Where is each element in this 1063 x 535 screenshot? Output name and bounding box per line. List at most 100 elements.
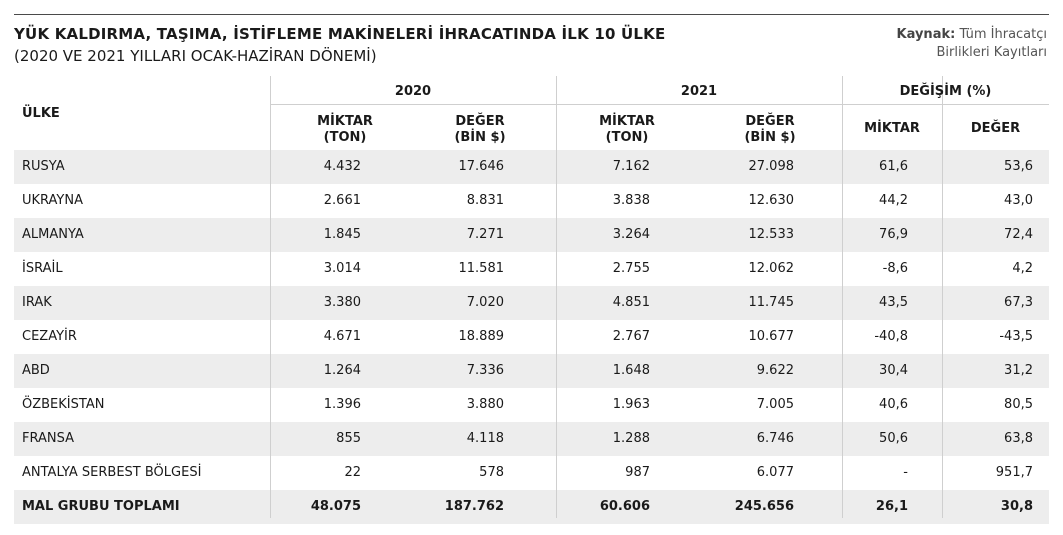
cell-change-deger: 63,8 xyxy=(1004,431,1033,446)
table-row: ÖZBEKİSTAN 1.396 3.880 1.963 7.005 40,6 80,5 xyxy=(14,388,1049,422)
table-row: ANTALYA SERBEST BÖLGESİ 22 578 987 6.077 - 951… xyxy=(14,456,1049,490)
header-miktar-2021: MİKTAR (TON) xyxy=(582,114,672,146)
source-text-line2: Birlikleri Kayıtları xyxy=(936,45,1047,60)
cell-country: ABD xyxy=(22,363,50,378)
cell-deger-2021: 12.533 xyxy=(748,227,795,242)
cell-country: ÖZBEKİSTAN xyxy=(22,397,105,412)
cell-deger-2021: 12.062 xyxy=(748,261,795,276)
cell-miktar-2020: 2.661 xyxy=(323,193,361,208)
cell-miktar-2021: 60.606 xyxy=(599,499,650,514)
header-miktar-unit: (TON) xyxy=(605,130,649,145)
cell-miktar-2020: 1.396 xyxy=(323,397,361,412)
cell-miktar-2021: 1.963 xyxy=(612,397,650,412)
cell-change-miktar: -8,6 xyxy=(882,261,908,276)
cell-deger-2021: 27.098 xyxy=(748,159,795,174)
table-row: FRANSA 855 4.118 1.288 6.746 50,6 63,8 xyxy=(14,422,1049,456)
cell-change-deger: 30,8 xyxy=(1000,499,1033,514)
page-title: YÜK KALDIRMA, TAŞIMA, İSTİFLEME MAKİNELE… xyxy=(14,25,666,43)
cell-country: İSRAİL xyxy=(22,261,63,276)
cell-deger-2020: 187.762 xyxy=(444,499,504,514)
column-separator xyxy=(842,76,843,518)
cell-deger-2020: 8.831 xyxy=(466,193,504,208)
cell-deger-2021: 10.677 xyxy=(748,329,795,344)
cell-miktar-2021: 7.162 xyxy=(612,159,650,174)
page-subtitle: (2020 VE 2021 YILLARI OCAK-HAZİRAN DÖNEM… xyxy=(14,47,377,65)
cell-miktar-2020: 4.432 xyxy=(323,159,361,174)
header-deger-label: DEĞER xyxy=(455,114,505,129)
cell-miktar-2021: 2.767 xyxy=(612,329,650,344)
cell-change-deger: 67,3 xyxy=(1004,295,1033,310)
cell-miktar-2021: 3.838 xyxy=(612,193,650,208)
cell-deger-2020: 18.889 xyxy=(458,329,505,344)
header-deger-2020: DEĞER (BİN $) xyxy=(430,114,530,146)
source-note: Kaynak: Tüm İhracatçı Birlikleri Kayıtla… xyxy=(897,26,1047,62)
cell-change-miktar: 76,9 xyxy=(879,227,908,242)
header-group-line xyxy=(270,104,1049,105)
cell-miktar-2020: 1.264 xyxy=(323,363,361,378)
cell-miktar-2021: 4.851 xyxy=(612,295,650,310)
cell-deger-2020: 7.336 xyxy=(466,363,504,378)
header-miktar-2020: MİKTAR (TON) xyxy=(300,114,390,146)
cell-miktar-2020: 855 xyxy=(336,431,361,446)
cell-country: CEZAYİR xyxy=(22,329,77,344)
cell-miktar-2020: 1.845 xyxy=(323,227,361,242)
cell-change-deger: 951,7 xyxy=(995,465,1033,480)
header-change-miktar: MİKTAR xyxy=(864,121,920,136)
header-deger-unit: (BİN $) xyxy=(744,130,796,145)
cell-change-miktar: 43,5 xyxy=(879,295,908,310)
header-deger-2021: DEĞER (BİN $) xyxy=(720,114,820,146)
column-separator xyxy=(556,76,557,518)
cell-deger-2021: 12.630 xyxy=(748,193,795,208)
cell-change-miktar: 50,6 xyxy=(879,431,908,446)
cell-change-deger: 80,5 xyxy=(1004,397,1033,412)
header-change-deger: DEĞER xyxy=(970,121,1021,136)
cell-deger-2021: 6.746 xyxy=(756,431,794,446)
cell-change-deger: 53,6 xyxy=(1004,159,1033,174)
source-label: Kaynak: xyxy=(896,27,956,42)
cell-country: FRANSA xyxy=(22,431,74,446)
cell-miktar-2021: 2.755 xyxy=(612,261,650,276)
cell-deger-2021: 11.745 xyxy=(748,295,795,310)
header-miktar-unit: (TON) xyxy=(323,130,367,145)
cell-miktar-2020: 22 xyxy=(344,465,361,480)
cell-deger-2020: 11.581 xyxy=(458,261,505,276)
cell-change-miktar: 40,6 xyxy=(879,397,908,412)
cell-country: RUSYA xyxy=(22,159,65,174)
cell-miktar-2021: 1.288 xyxy=(612,431,650,446)
cell-country: ALMANYA xyxy=(22,227,84,242)
column-separator xyxy=(270,76,271,518)
table-row: RUSYA 4.432 17.646 7.162 27.098 61,6 53,6 xyxy=(14,150,1049,184)
header-miktar-label: MİKTAR xyxy=(317,114,373,129)
cell-deger-2020: 7.271 xyxy=(466,227,504,242)
source-text-line1: Tüm İhracatçı xyxy=(959,27,1047,42)
header-deger-unit: (BİN $) xyxy=(454,130,506,145)
cell-change-deger: 4,2 xyxy=(1012,261,1033,276)
group-header-2020: 2020 xyxy=(394,84,432,99)
cell-miktar-2021: 3.264 xyxy=(612,227,650,242)
top-rule xyxy=(14,14,1049,15)
cell-deger-2021: 7.005 xyxy=(756,397,794,412)
cell-miktar-2020: 3.014 xyxy=(323,261,361,276)
cell-deger-2020: 4.118 xyxy=(466,431,504,446)
cell-country: MAL GRUBU TOPLAMI xyxy=(22,499,180,514)
column-separator xyxy=(942,76,943,518)
table-row: IRAK 3.380 7.020 4.851 11.745 43,5 67,3 xyxy=(14,286,1049,320)
cell-deger-2021: 6.077 xyxy=(756,465,794,480)
cell-change-deger: 31,2 xyxy=(1004,363,1033,378)
cell-change-deger: 43,0 xyxy=(1004,193,1033,208)
cell-deger-2021: 245.656 xyxy=(734,499,794,514)
cell-country: IRAK xyxy=(22,295,52,310)
cell-deger-2021: 9.622 xyxy=(756,363,794,378)
cell-change-miktar: 44,2 xyxy=(879,193,908,208)
table-row: UKRAYNA 2.661 8.831 3.838 12.630 44,2 43,0 xyxy=(14,184,1049,218)
table-row: ALMANYA 1.845 7.271 3.264 12.533 76,9 72,4 xyxy=(14,218,1049,252)
group-header-2021: 2021 xyxy=(680,84,718,99)
table-row: ABD 1.264 7.336 1.648 9.622 30,4 31,2 xyxy=(14,354,1049,388)
cell-miktar-2021: 1.648 xyxy=(612,363,650,378)
cell-country: ANTALYA SERBEST BÖLGESİ xyxy=(22,465,202,480)
cell-miktar-2020: 48.075 xyxy=(310,499,361,514)
cell-change-miktar: 61,6 xyxy=(879,159,908,174)
cell-change-miktar: 30,4 xyxy=(879,363,908,378)
cell-miktar-2020: 4.671 xyxy=(323,329,361,344)
cell-change-miktar: 26,1 xyxy=(875,499,908,514)
